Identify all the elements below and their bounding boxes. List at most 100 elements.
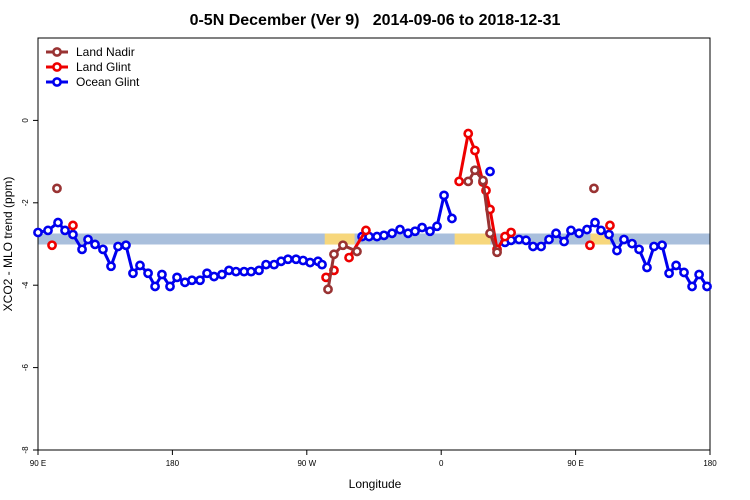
x-tick-label: 180 — [703, 459, 717, 468]
data-point — [395, 224, 405, 235]
data-point — [33, 227, 43, 238]
data-point — [478, 175, 488, 186]
data-point — [321, 272, 331, 283]
data-point — [98, 244, 108, 255]
data-point — [52, 183, 62, 194]
data-point — [506, 227, 516, 238]
data-point — [574, 228, 584, 239]
data-point — [679, 267, 689, 278]
data-point — [463, 128, 474, 139]
data-point — [627, 238, 637, 249]
data-point — [492, 247, 502, 258]
data-point — [329, 249, 339, 260]
data-point — [702, 281, 712, 292]
data-point — [323, 284, 333, 295]
data-point — [379, 230, 389, 241]
y-tick-label: -4 — [21, 281, 30, 289]
data-point — [582, 224, 592, 235]
data-point — [425, 226, 435, 237]
data-point — [454, 176, 465, 187]
data-point — [195, 275, 205, 286]
data-point — [387, 228, 397, 239]
y-axis-label: XCO2 - MLO trend (ppm) — [1, 177, 15, 312]
legend-label: Ocean Glint — [76, 75, 140, 89]
data-point — [657, 240, 667, 251]
data-point — [694, 269, 704, 280]
data-point — [521, 235, 531, 246]
data-point — [254, 265, 264, 276]
x-tick-label: 180 — [166, 459, 180, 468]
data-point — [165, 281, 175, 292]
y-tick-label: -2 — [21, 199, 30, 207]
data-point — [317, 259, 327, 270]
x-tick-label: 90 E — [30, 459, 46, 468]
data-point — [150, 281, 160, 292]
x-tick-label: 90 W — [297, 459, 316, 468]
data-point — [143, 268, 153, 279]
x-axis-label: Longitude — [349, 477, 402, 491]
data-point — [305, 257, 315, 268]
data-point — [589, 183, 599, 194]
data-point — [566, 225, 576, 236]
legend-marker — [52, 47, 62, 57]
data-point — [470, 145, 480, 156]
data-point — [135, 260, 145, 271]
data-point — [77, 244, 87, 255]
data-point — [463, 176, 474, 187]
series-line — [326, 134, 610, 278]
data-point — [231, 266, 241, 277]
data-point — [83, 234, 93, 245]
band-highlight — [454, 233, 491, 245]
data-point — [634, 244, 644, 255]
data-point — [113, 241, 123, 252]
data-point — [410, 226, 420, 237]
data-point — [536, 241, 547, 252]
data-point — [417, 222, 427, 233]
data-point — [612, 245, 622, 256]
data-point — [90, 239, 100, 250]
y-tick-label: -8 — [21, 446, 30, 454]
data-point — [485, 228, 495, 239]
data-point — [352, 246, 362, 257]
x-tick-label: 0 — [439, 459, 444, 468]
data-point — [585, 240, 595, 251]
data-point — [596, 225, 606, 236]
x-tick-label: 90 E — [567, 459, 583, 468]
data-point — [187, 275, 197, 286]
chart-title: 0-5N December (Ver 9) 2014-09-06 to 2018… — [190, 12, 561, 29]
data-point — [604, 229, 614, 240]
plot-frame — [37, 37, 711, 451]
y-tick-label: 0 — [21, 118, 30, 123]
data-point — [53, 217, 63, 228]
data-point — [68, 220, 78, 231]
band-highlight — [590, 233, 610, 245]
legend-label: Land Glint — [76, 60, 131, 74]
data-point — [106, 261, 116, 272]
data-point — [447, 213, 457, 224]
data-point — [605, 220, 615, 231]
data-point — [687, 281, 697, 292]
data-point — [157, 269, 167, 280]
data-point — [344, 252, 354, 263]
data-point — [68, 229, 78, 240]
data-point — [590, 217, 600, 228]
data-point — [128, 268, 138, 279]
data-point — [47, 240, 57, 251]
legend-label: Land Nadir — [76, 45, 135, 59]
data-point — [528, 241, 538, 252]
data-point — [649, 241, 659, 252]
legend-marker — [52, 62, 62, 72]
legend-marker — [52, 77, 62, 87]
data-point — [664, 268, 674, 279]
data-point — [559, 236, 570, 247]
data-point — [432, 221, 442, 232]
data-point — [470, 165, 480, 176]
data-point — [261, 259, 271, 270]
data-point — [283, 254, 293, 265]
data-point — [439, 190, 449, 201]
data-point — [485, 166, 495, 177]
band-highlight — [324, 233, 355, 245]
data-point — [43, 225, 53, 236]
data-point — [619, 234, 629, 245]
